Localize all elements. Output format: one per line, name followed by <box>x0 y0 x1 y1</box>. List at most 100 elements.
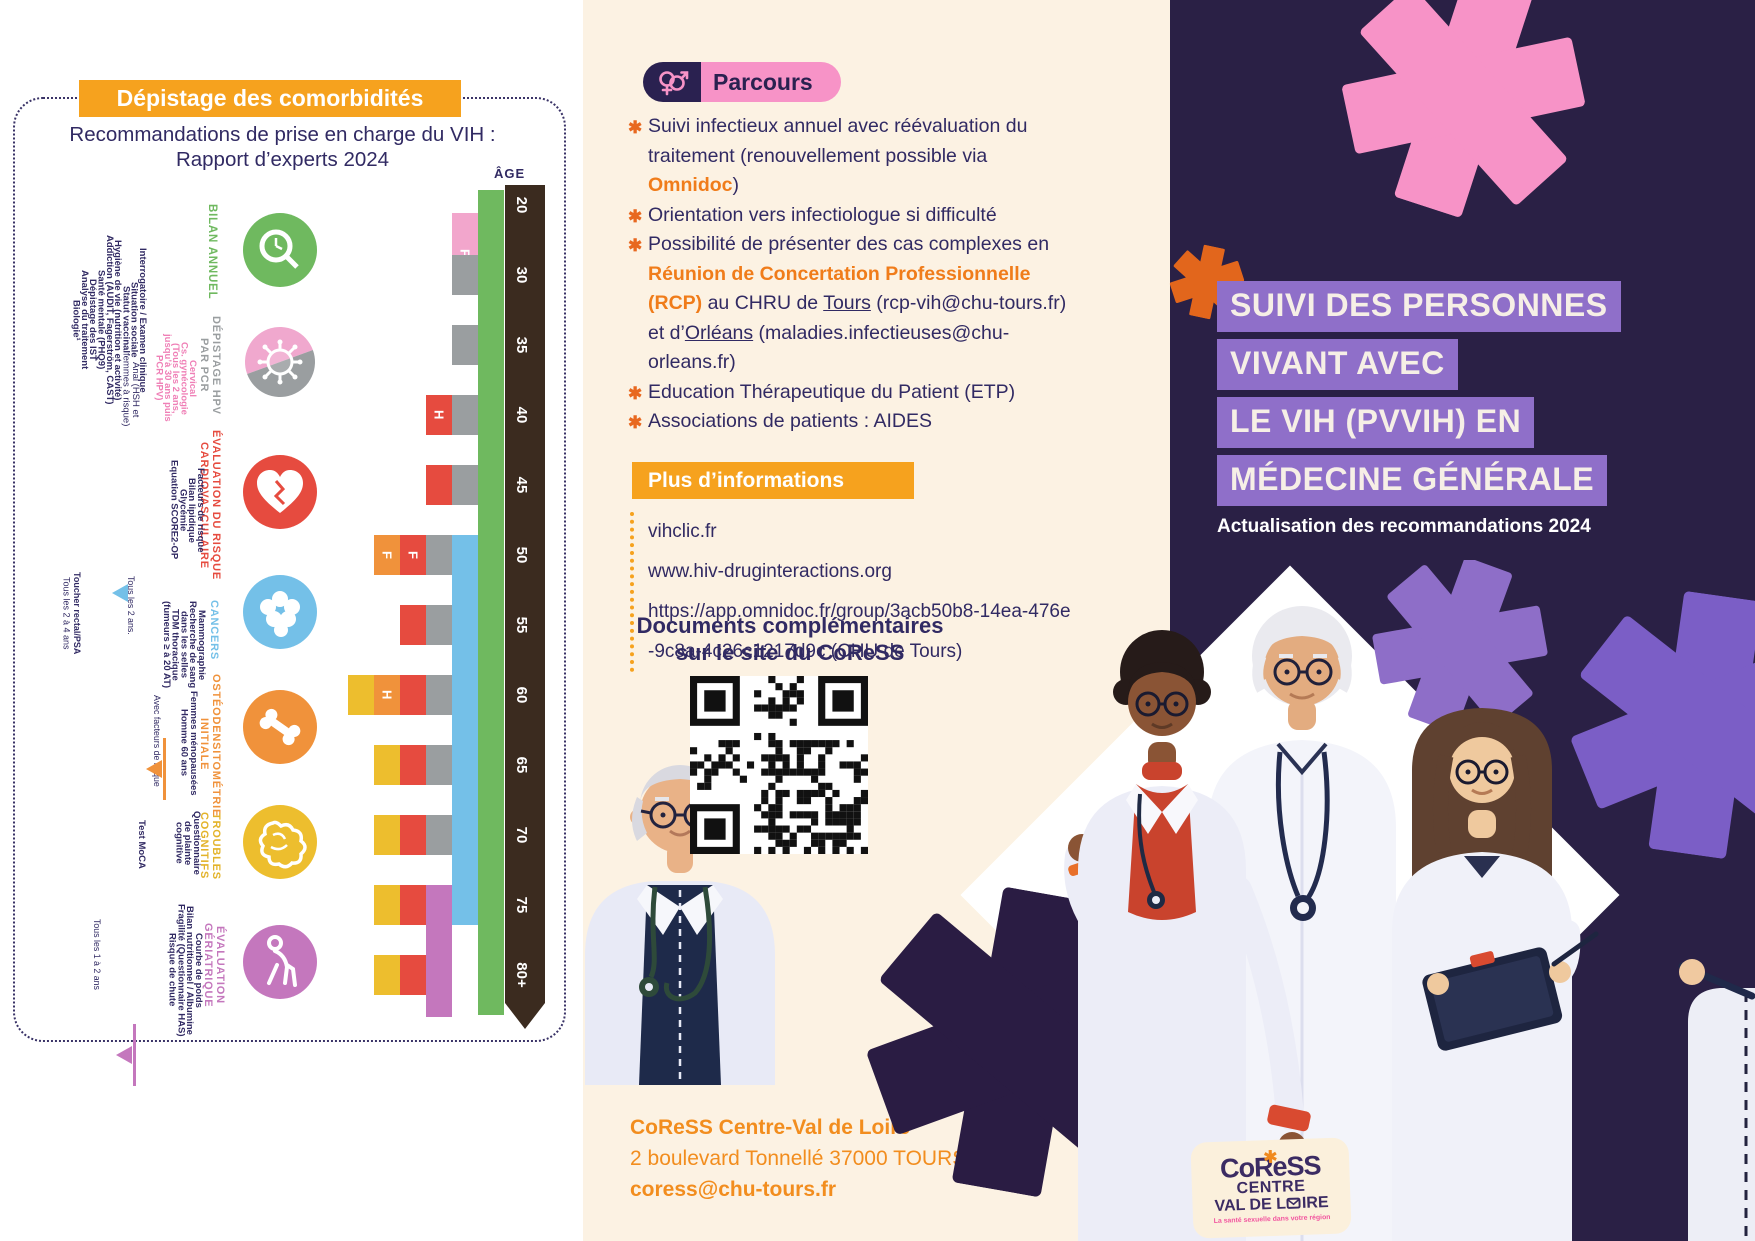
category-header-geriatrie: ÉVALUATION GÉRIATRIQUE <box>202 922 226 1008</box>
doctors-illustration-cover <box>1064 560 1755 1241</box>
chart-block-30 <box>452 255 478 295</box>
chart-block-65 <box>400 745 426 785</box>
heart-icon <box>243 455 317 534</box>
parcours-title: Parcours <box>701 62 841 102</box>
category-annotation-osteo-0: Avec facteurs de risque <box>152 694 162 787</box>
interval-marker-line <box>133 1024 136 1086</box>
age-tick: 80+ <box>513 962 530 988</box>
age-tick: 60 <box>513 686 530 704</box>
chart-block-70 <box>400 815 426 855</box>
chart-block-50: F <box>374 535 400 575</box>
contact-name: CoReSS Centre-Val de Loire <box>630 1116 911 1139</box>
chart-block-35 <box>452 325 478 365</box>
cover-title-line: MÉDECINE GÉNÉRALE <box>1217 455 1608 506</box>
category-lines2-hpv: Anal (HSH et femmes à risque) <box>120 352 142 427</box>
qr-code <box>690 676 868 854</box>
category-annotation-geriatrie-0: Tous les 1 à 2 ans <box>92 918 102 990</box>
parcours-bullets: ✱ Suivi infectieux annuel avec réévaluati… <box>628 112 1073 437</box>
person-cane-icon <box>243 925 317 1004</box>
asterisk-bullet-icon: ✱ <box>628 236 643 255</box>
age-tick: 40 <box>513 406 530 424</box>
envelope-icon <box>1286 1197 1302 1209</box>
chart-block-40: H <box>426 395 452 435</box>
chart-block-50: F <box>400 535 426 575</box>
logo-line3: VAL DE L IRE <box>1214 1193 1329 1215</box>
sex-letter: H <box>431 410 447 420</box>
chart-block-45 <box>452 465 478 505</box>
gender-symbols-icon <box>643 62 701 102</box>
cells-icon <box>243 575 317 654</box>
cover-title-line: VIVANT AVEC <box>1217 339 1458 390</box>
chart-block-60 <box>400 675 426 715</box>
pink-asterisk-shape <box>1315 0 1611 243</box>
cover-title: SUIVI DES PERSONNES VIVANT AVEC LE VIH (PV… <box>1217 281 1621 513</box>
category-header-cardio: ÉVALUATION DU RISQUE CARDIOVASCULAIRE <box>198 429 222 581</box>
chart-block-60 <box>426 675 452 715</box>
age-tick: 20 <box>513 196 530 214</box>
info-link[interactable]: vihclic.fr <box>648 521 717 542</box>
info-links: vihclic.fr www.hiv-druginteractions.org ht… <box>630 512 1072 672</box>
category-lines2-cognitif: Test MoCA <box>136 819 147 869</box>
chart-block-55 <box>400 605 426 645</box>
logo-tagline: La santé sexuelle dans votre région <box>1213 1213 1331 1225</box>
logo-name: CoReSS <box>1219 1149 1322 1184</box>
parcours-bullet: ✱ Orientation vers infectiologue si diffi… <box>628 201 1073 231</box>
parcours-bullet: ✱ Suivi infectieux annuel avec réévaluati… <box>628 115 1028 196</box>
parcours-bullet: ✱ Possibilité de présenter des cas comple… <box>628 233 1067 373</box>
contact-address: 2 boulevard Tonnellé 37000 TOURS <box>630 1147 967 1170</box>
parcours-bullet: ✱ Education Thérapeutique du Patient (ETP… <box>628 378 1073 408</box>
age-tick: 75 <box>513 896 530 914</box>
chart-block-70 <box>426 815 452 855</box>
logo-asterisk-icon <box>1263 1149 1277 1163</box>
contact-email[interactable]: coress@chu-tours.fr <box>630 1178 837 1201</box>
info-link[interactable]: www.hiv-druginteractions.org <box>648 561 892 582</box>
category-lines-cognitif: Questionnaire de plainte cognitive <box>173 811 202 875</box>
category-annotation-cancers-1: Toucher rectal/PSA Tous les 2 à 4 ans <box>61 571 83 655</box>
lavender-asterisk-shape <box>1558 578 1755 872</box>
category-annotation-cancers-0: Tous les 2 ans. <box>126 575 136 635</box>
chart-block-65 <box>374 745 400 785</box>
magnifier-icon <box>243 213 317 292</box>
category-lines-bilan: Interrogatoire / Examen clinique Situatio… <box>70 235 148 405</box>
virus-icon <box>243 325 317 404</box>
chart-block-40 <box>452 395 478 435</box>
chart-block-65 <box>426 745 452 785</box>
chart-block-80+ <box>374 955 400 995</box>
interval-marker-icon <box>112 584 128 602</box>
cancers-bar <box>452 535 478 925</box>
category-lines-osteo: Femmes ménopausées Homme 60 ans <box>178 690 200 796</box>
age-tick: 50 <box>513 546 530 564</box>
chart-block-50 <box>426 535 452 575</box>
left-panel-subtitle: Recommandations de prise en charge du VI… <box>20 122 545 173</box>
category-pink-lines-hpv: Cervical Cs. gynécologie (Tous les 2 ans, j… <box>153 334 198 422</box>
cover-subtitle: Actualisation des recommandations 2024 <box>1217 516 1591 537</box>
age-tick: 45 <box>513 476 530 494</box>
age-tick: 30 <box>513 266 530 284</box>
interval-marker-icon <box>146 760 162 778</box>
chart-block-45 <box>426 465 452 505</box>
asterisk-bullet-icon: ✱ <box>628 206 643 226</box>
category-header-hpv: DÉPISTAGE HPV PAR PCR <box>198 315 222 415</box>
brain-icon <box>243 805 317 884</box>
contact-block: CoReSS Centre-Val de Loire 2 boulevard T… <box>630 1112 1060 1205</box>
coress-logo: CoReSS CENTRE VAL DE L IRE La santé sexu… <box>1190 1137 1352 1239</box>
asterisk-bullet-icon: ✱ <box>628 413 643 432</box>
parcours-bullet: ✱ Associations de patients : AIDES <box>628 407 1073 437</box>
interval-marker-line <box>163 738 166 800</box>
plus-informations-title: Plus d’informations <box>632 462 914 499</box>
subtitle-line-1: Recommandations de prise en charge du VI… <box>69 123 496 146</box>
chart-block-75 <box>400 885 426 925</box>
sex-letter: F <box>379 551 395 559</box>
age-tick: 70 <box>513 826 530 844</box>
asterisk-bullet-icon: ✱ <box>628 383 643 403</box>
category-lines-cancers: Mammographie Recherche de sang dans les se… <box>160 601 207 689</box>
chart-block-60 <box>348 675 374 715</box>
documents-heading: Documents complémentaires sur le site du… <box>636 613 944 665</box>
info-link[interactable]: https://app.omnidoc.fr/group/3acb50b8-14… <box>648 601 1071 662</box>
geriatrie-bar <box>426 885 452 1017</box>
interval-marker-icon <box>116 1046 132 1064</box>
sex-letter: F <box>457 249 473 257</box>
category-header-cancers: CANCERS <box>208 600 220 660</box>
age-tick: 35 <box>513 336 530 354</box>
chart-block-75 <box>374 885 400 925</box>
